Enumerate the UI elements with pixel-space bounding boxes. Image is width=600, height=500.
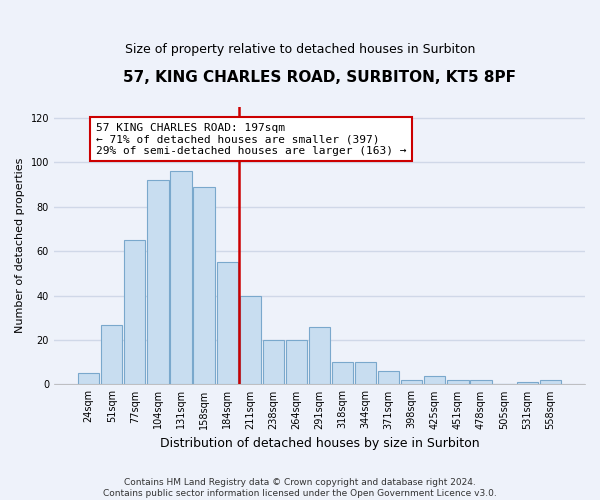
Bar — [539, 380, 561, 384]
Bar — [355, 362, 376, 384]
Bar — [124, 240, 145, 384]
Bar — [170, 172, 191, 384]
Bar — [147, 180, 169, 384]
Bar — [78, 374, 99, 384]
Bar — [263, 340, 284, 384]
Bar — [217, 262, 238, 384]
Bar — [470, 380, 491, 384]
Bar — [401, 380, 422, 384]
X-axis label: Distribution of detached houses by size in Surbiton: Distribution of detached houses by size … — [160, 437, 479, 450]
Bar — [309, 326, 330, 384]
Bar — [193, 187, 215, 384]
Bar — [239, 296, 261, 384]
Bar — [378, 371, 400, 384]
Title: 57, KING CHARLES ROAD, SURBITON, KT5 8PF: 57, KING CHARLES ROAD, SURBITON, KT5 8PF — [123, 70, 516, 85]
Bar — [101, 324, 122, 384]
Bar — [286, 340, 307, 384]
Bar — [517, 382, 538, 384]
Y-axis label: Number of detached properties: Number of detached properties — [15, 158, 25, 334]
Bar — [332, 362, 353, 384]
Text: Size of property relative to detached houses in Surbiton: Size of property relative to detached ho… — [125, 42, 475, 56]
Bar — [424, 376, 445, 384]
Bar — [448, 380, 469, 384]
Text: Contains HM Land Registry data © Crown copyright and database right 2024.
Contai: Contains HM Land Registry data © Crown c… — [103, 478, 497, 498]
Text: 57 KING CHARLES ROAD: 197sqm
← 71% of detached houses are smaller (397)
29% of s: 57 KING CHARLES ROAD: 197sqm ← 71% of de… — [95, 122, 406, 156]
